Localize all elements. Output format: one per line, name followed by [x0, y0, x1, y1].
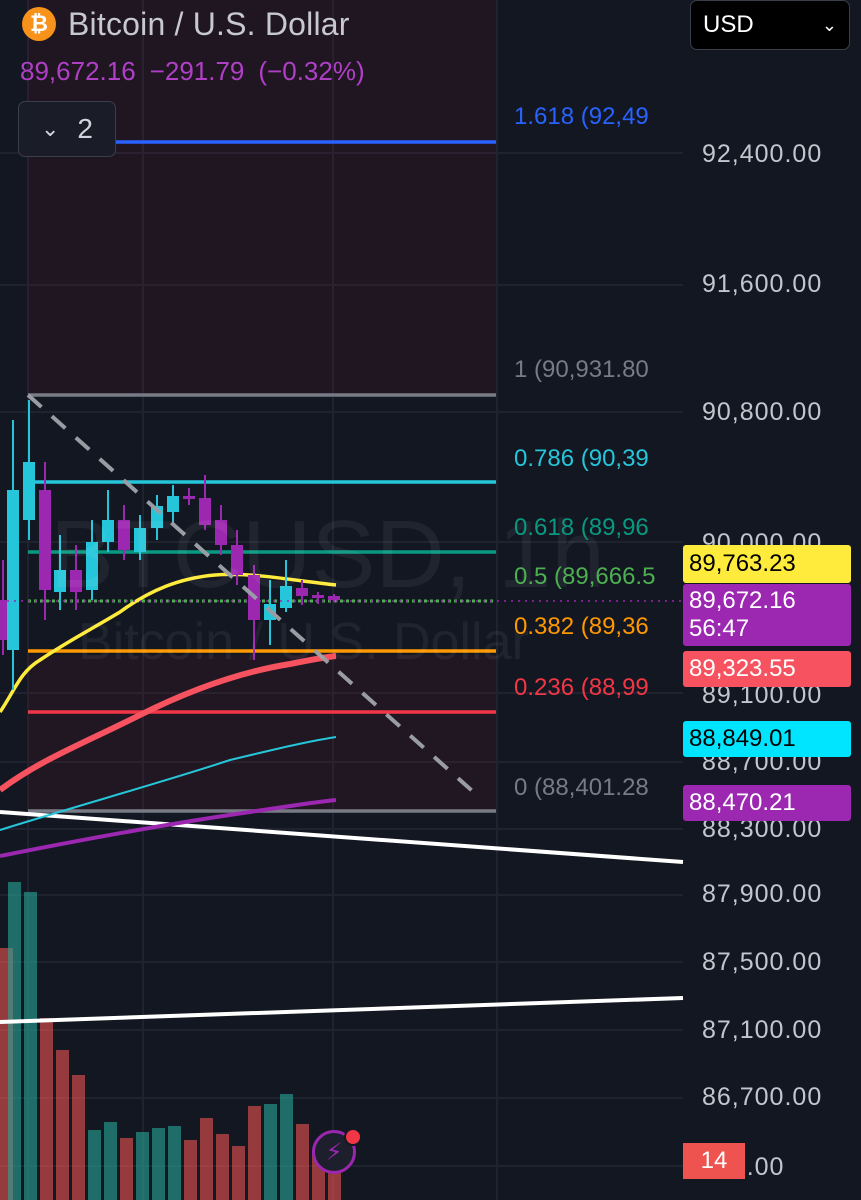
volume-bar — [88, 1130, 101, 1200]
price-tag: 89,672.16 56:47 — [683, 584, 851, 646]
price-change-percent: (−0.32%) — [258, 56, 365, 86]
ma-line-cyan — [0, 736, 337, 831]
symbol-watermark: BTCUSD, 1h — [50, 501, 605, 608]
price-tag-value: 88,470.21 — [689, 789, 796, 816]
candle-body — [86, 542, 98, 590]
chevron-down-icon: ⌄ — [40, 116, 60, 141]
fib-zone-upper — [28, 0, 496, 395]
ma-line-red — [0, 653, 337, 793]
volume-bar — [120, 1138, 133, 1200]
price-tag: 89,323.55 — [683, 651, 851, 687]
price-tag-value: 89,763.23 — [689, 550, 796, 577]
volume-bar — [248, 1106, 261, 1200]
symbol-header[interactable]: ₿ Bitcoin / U.S. Dollar — [22, 4, 350, 44]
fib-level-label: 0 (88,401.28 — [514, 774, 649, 801]
bar-countdown: 56:47 — [689, 615, 750, 642]
ma-line-purple — [0, 798, 337, 858]
price-change: −291.79 — [149, 56, 245, 86]
volume-bar — [40, 1018, 53, 1200]
fib-level-label: 1 (90,931.80 — [514, 356, 649, 383]
volume-bar — [264, 1104, 277, 1200]
candle-body — [280, 586, 292, 608]
notification-dot — [344, 1128, 362, 1146]
candle-body — [7, 490, 19, 650]
price-axis-tick: 91,600.00 — [702, 270, 823, 298]
volume-bar — [152, 1128, 165, 1200]
candle-body — [70, 570, 82, 592]
candle-body — [215, 520, 227, 545]
candle-body — [39, 490, 51, 590]
candle-body — [23, 462, 35, 520]
price-tag-value: 88,849.01 — [689, 725, 796, 752]
volume-bar — [168, 1126, 181, 1200]
trend-line[interactable] — [0, 810, 684, 864]
fib-level-label: 0.236 (88,99 — [514, 674, 649, 701]
volume-bar — [72, 1075, 85, 1200]
volume-bar — [24, 892, 37, 1200]
price-axis-tick: 87,900.00 — [702, 880, 823, 908]
price-tag-value: 89,672.16 — [689, 587, 796, 614]
price-axis-tick: 87,100.00 — [702, 1016, 823, 1044]
candle-body — [102, 520, 114, 542]
indicator-count: 2 — [77, 113, 93, 144]
volume-bar — [216, 1134, 229, 1200]
price-tag: 89,763.23 — [683, 545, 851, 583]
volume-bar — [8, 882, 21, 1200]
volume-bar — [104, 1122, 117, 1200]
bitcoin-logo-icon: ₿ — [22, 7, 56, 41]
last-price: 89,672.16 — [20, 56, 136, 86]
candle-body — [183, 496, 195, 499]
price-tag: 88,849.01 — [683, 721, 851, 757]
price-axis-tick: 86,700.00 — [702, 1083, 823, 1111]
volume-bars — [0, 882, 341, 1200]
fib-level-label: 0.5 (89,666.5 — [514, 563, 656, 590]
candle-body — [231, 545, 243, 575]
chevron-down-icon: ⌄ — [821, 14, 837, 35]
candle-body — [328, 596, 340, 600]
trend-lines[interactable] — [0, 810, 684, 1024]
volume-bar — [56, 1050, 69, 1200]
volume-bar — [184, 1140, 197, 1200]
candlesticks — [0, 400, 340, 690]
currency-value: USD — [703, 11, 754, 38]
candle-body — [0, 600, 9, 640]
fib-level-label: 0.618 (89,96 — [514, 514, 649, 541]
fib-retracement-lines[interactable] — [28, 140, 496, 813]
price-tag: 88,470.21 — [683, 785, 851, 821]
legend-toggle-button[interactable]: ⌄ 2 — [18, 101, 116, 157]
candle-body — [134, 528, 146, 552]
price-axis-tick: 92,400.00 — [702, 140, 823, 168]
candle-body — [118, 520, 130, 550]
price-axis-tick: 87,500.00 — [702, 948, 823, 976]
fib-level-label: 0.382 (89,36 — [514, 613, 649, 640]
volume-bar — [296, 1124, 309, 1200]
candle-body — [296, 588, 308, 596]
candle-body — [312, 595, 324, 598]
fib-level-label: 1.618 (92,49 — [514, 103, 649, 130]
candle-body — [199, 498, 211, 525]
volume-bar — [232, 1146, 245, 1200]
chart-grid — [0, 0, 683, 1200]
fib-diagonal-line[interactable] — [26, 393, 480, 798]
price-tag-value: 89,323.55 — [689, 655, 796, 682]
volume-bar — [136, 1132, 149, 1200]
symbol-title: Bitcoin / U.S. Dollar — [68, 5, 350, 42]
volume-count-badge: 14 — [683, 1143, 745, 1179]
name-watermark: Bitcoin / U.S. Dollar — [78, 613, 529, 671]
currency-select[interactable]: USD ⌄ — [690, 0, 850, 50]
volume-bar — [280, 1094, 293, 1200]
quote-line: 89,672.16 −291.79 (−0.32%) — [20, 56, 379, 87]
volume-bar — [200, 1118, 213, 1200]
candle-body — [54, 570, 66, 592]
price-axis-tick: 90,800.00 — [702, 398, 823, 426]
candle-body — [167, 496, 179, 512]
trend-line[interactable] — [0, 996, 684, 1024]
fib-level-label: 0.786 (90,39 — [514, 445, 649, 472]
